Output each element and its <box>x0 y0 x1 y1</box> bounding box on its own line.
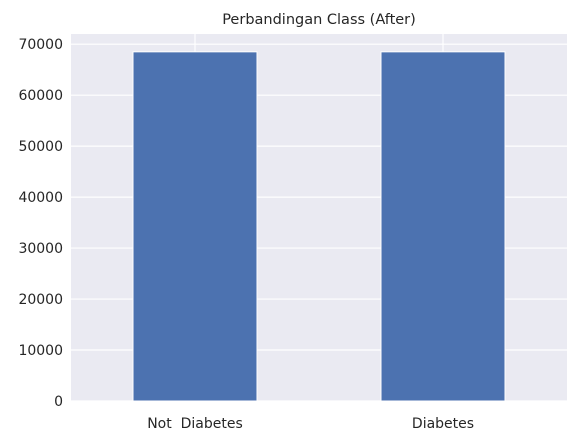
chart-title: Perbandingan Class (After) <box>222 12 416 28</box>
y-tick-label: 60000 <box>18 88 63 104</box>
y-tick-label: 40000 <box>18 190 63 206</box>
bar <box>132 51 258 402</box>
y-tick-label: 30000 <box>18 241 63 257</box>
y-tick-label: 70000 <box>18 37 63 53</box>
x-tick-label: Diabetes <box>412 416 474 432</box>
x-tick-label: Not Diabetes <box>147 416 243 432</box>
bar <box>380 51 506 402</box>
y-tick-label: 0 <box>54 394 63 410</box>
y-tick-label: 50000 <box>18 139 63 155</box>
x-axis-ticks: Not Diabetes Diabetes <box>147 416 474 432</box>
y-tick-label: 10000 <box>18 343 63 359</box>
bars <box>132 51 506 402</box>
y-axis-ticks: 0 10000 20000 30000 40000 50000 60000 70000 <box>18 37 63 410</box>
y-tick-label: 20000 <box>18 292 63 308</box>
